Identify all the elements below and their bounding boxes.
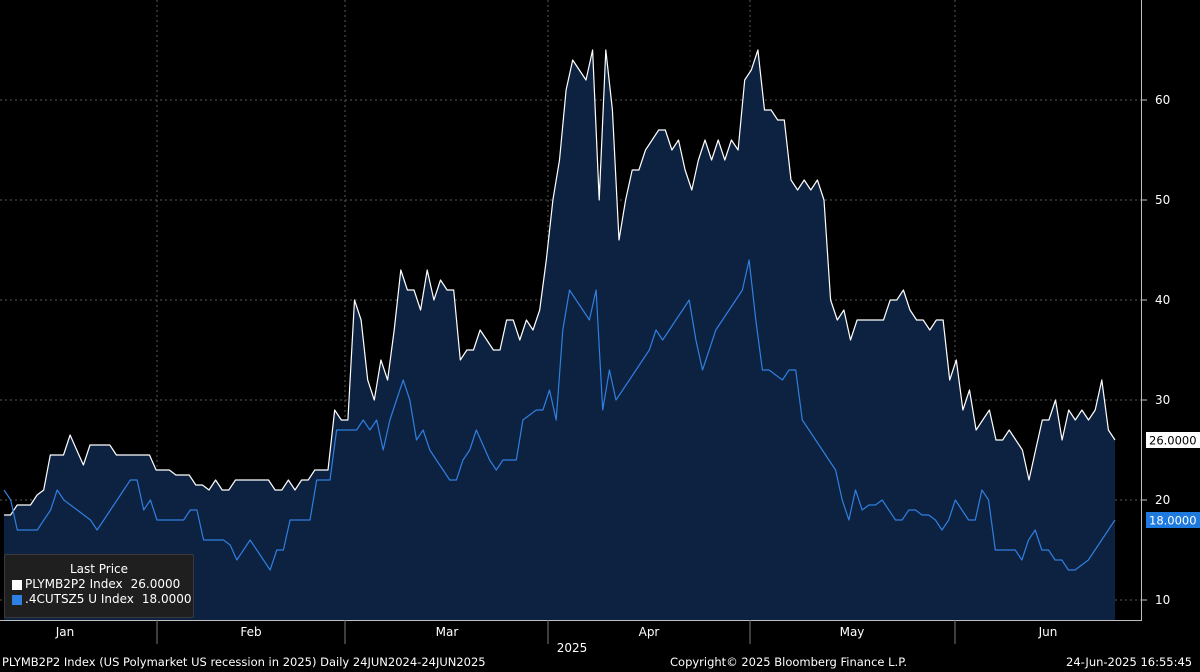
footer: PLYMB2P2 Index (US Polymarket US recessi… bbox=[0, 652, 1200, 672]
y-tick-label: 10 bbox=[1155, 593, 1170, 607]
last-value-badge bbox=[1146, 512, 1200, 528]
legend-swatch-white bbox=[12, 579, 22, 590]
footer-timestamp: 24-Jun-2025 16:55:45 bbox=[1066, 655, 1193, 669]
series-line bbox=[3, 259, 1116, 571]
legend-item-4cutsz5: .4CUTSZ5 U Index 18.0000 bbox=[5, 592, 193, 607]
y-tick-label: 30 bbox=[1155, 393, 1170, 407]
x-tick-label: Jan bbox=[55, 625, 75, 639]
footer-copyright: Copyright© 2025 Bloomberg Finance L.P. bbox=[670, 655, 907, 669]
y-tick-label: 20 bbox=[1155, 493, 1170, 507]
x-tick-label: May bbox=[840, 625, 865, 639]
last-value-label: 26.0000 bbox=[1149, 434, 1197, 448]
x-axis-label: 2025 bbox=[557, 641, 588, 655]
series-line bbox=[4, 49, 1116, 516]
legend: Last Price PLYMB2P2 Index 26.0000 .4CUTS… bbox=[4, 554, 194, 618]
axes: 10 20 30 40 50 60 Jan Feb Mar Apr May Jun 2025 26.000… bbox=[0, 0, 1200, 655]
y-tick-label: 50 bbox=[1155, 193, 1170, 207]
series-area-fill bbox=[4, 50, 1115, 620]
legend-swatch-blue bbox=[12, 594, 22, 605]
y-tick-label: 40 bbox=[1155, 293, 1170, 307]
legend-item-value: 26.0000 bbox=[130, 577, 181, 591]
x-tick-label: Apr bbox=[639, 625, 660, 639]
legend-item-plymb2p2: PLYMB2P2 Index 26.0000 bbox=[5, 577, 193, 592]
x-tick-label: Feb bbox=[240, 625, 261, 639]
x-tick-label: Jun bbox=[1038, 625, 1058, 639]
series-lines bbox=[3, 49, 1116, 571]
y-tick-label: 60 bbox=[1155, 93, 1170, 107]
legend-title: Last Price bbox=[69, 562, 129, 576]
last-value-badge bbox=[1146, 432, 1200, 448]
last-value-label: 18.0000 bbox=[1149, 514, 1197, 528]
legend-item-value: 18.0000 bbox=[141, 592, 192, 606]
x-tick-label: Mar bbox=[436, 625, 459, 639]
legend-item-name: .4CUTSZ5 U Index bbox=[25, 592, 134, 606]
legend-item-name: PLYMB2P2 Index bbox=[25, 577, 123, 591]
series-areas bbox=[4, 50, 1115, 620]
footer-description: PLYMB2P2 Index (US Polymarket US recessi… bbox=[2, 655, 486, 669]
